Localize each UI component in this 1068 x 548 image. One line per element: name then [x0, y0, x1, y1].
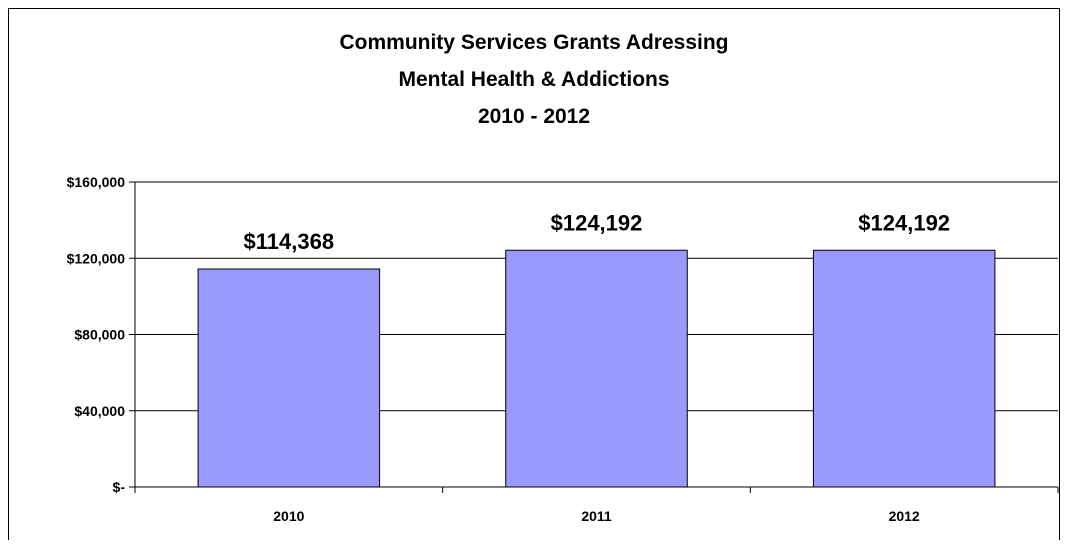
y-tick-label: $160,000 [67, 174, 126, 190]
chart-title-line-3: 2010 - 2012 [477, 105, 591, 128]
data-label: $124,192 [551, 210, 643, 235]
data-label: $114,368 [244, 229, 335, 254]
bar [812, 249, 996, 488]
data-label: $124,192 [858, 210, 950, 235]
y-tick-label: $40,000 [74, 403, 125, 419]
x-tick-label: 2011 [581, 508, 612, 524]
y-tick-label: $- [113, 479, 126, 495]
y-tick-label: $80,000 [74, 327, 125, 343]
chart-title-line-1: Community Services Grants Adressing [339, 31, 729, 54]
chart-title-line-2: Mental Health & Addictions [398, 68, 670, 91]
x-tick-label: 2012 [889, 508, 920, 524]
bar [197, 268, 381, 488]
bar [505, 249, 688, 488]
y-tick-label: $120,000 [67, 250, 126, 266]
x-tick-label: 2010 [273, 508, 304, 524]
